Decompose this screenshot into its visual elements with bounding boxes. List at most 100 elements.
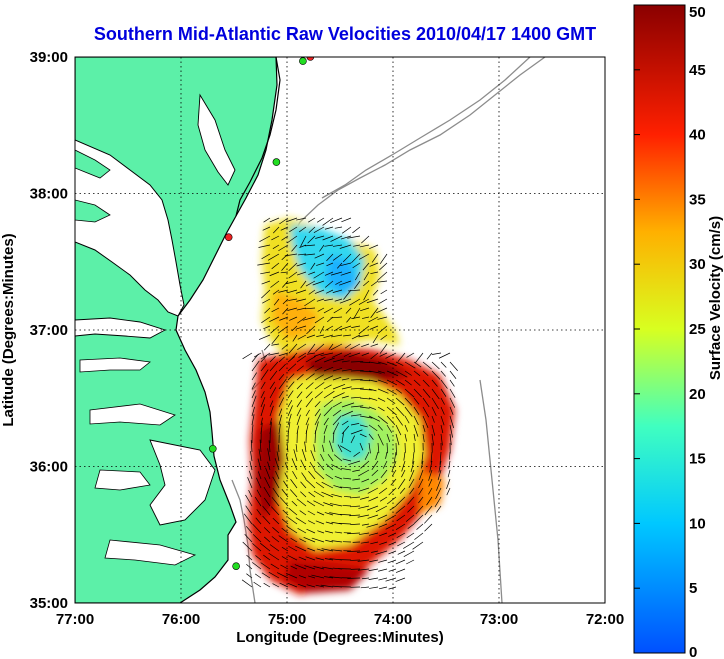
velocity-arrow bbox=[248, 470, 253, 480]
velocity-arrow bbox=[313, 490, 325, 498]
velocity-arrow bbox=[397, 478, 406, 490]
velocity-arrow bbox=[351, 334, 361, 340]
velocity-arrow bbox=[368, 442, 371, 454]
velocity-arrow bbox=[408, 478, 415, 488]
velocity-arrow bbox=[298, 556, 307, 561]
velocity-arrow bbox=[369, 532, 379, 536]
velocity-arrow bbox=[256, 477, 262, 489]
velocity-arrow bbox=[288, 343, 298, 354]
velocity-arrow bbox=[440, 388, 447, 397]
velocity-arrow bbox=[388, 568, 397, 572]
velocity-arrow bbox=[296, 498, 307, 507]
velocity-arrows bbox=[241, 217, 458, 590]
velocity-arrow bbox=[413, 433, 416, 442]
y-tick-label: 37:00 bbox=[30, 322, 68, 339]
velocity-arrow bbox=[388, 541, 397, 546]
x-tick-label: 75:00 bbox=[268, 611, 306, 628]
velocity-arrow bbox=[323, 502, 334, 507]
velocity-arrow bbox=[278, 289, 289, 293]
velocity-arrow bbox=[293, 449, 298, 462]
velocity-arrow bbox=[287, 390, 294, 399]
velocity-arrow bbox=[339, 280, 352, 286]
velocity-arrow bbox=[350, 505, 361, 508]
velocity-arrow bbox=[404, 415, 410, 424]
velocity-arrow bbox=[353, 307, 361, 319]
velocity-arrow bbox=[263, 554, 271, 561]
velocity-arrow bbox=[395, 406, 405, 417]
velocity-arrow bbox=[301, 449, 307, 462]
velocity-arrow bbox=[330, 217, 343, 223]
velocity-arrow bbox=[379, 541, 388, 545]
velocity-arrow bbox=[438, 352, 451, 359]
velocity-arrow bbox=[305, 373, 315, 381]
velocity-arrow bbox=[431, 415, 435, 423]
velocity-arrow bbox=[422, 397, 430, 408]
velocity-arrow bbox=[368, 496, 379, 502]
velocity-arrow bbox=[352, 469, 361, 472]
velocity-arrow bbox=[414, 532, 424, 540]
velocity-arrow bbox=[276, 451, 280, 462]
velocity-arrow bbox=[348, 460, 361, 465]
velocity-arrow bbox=[339, 445, 352, 453]
velocity-arrow bbox=[263, 486, 271, 498]
velocity-arrow bbox=[366, 505, 379, 511]
velocity-arrow bbox=[361, 523, 370, 526]
velocity-arrow bbox=[260, 381, 266, 390]
velocity-arrow bbox=[340, 235, 352, 240]
velocity-arrow bbox=[281, 527, 289, 534]
velocity-arrow bbox=[361, 577, 370, 580]
velocity-arrow bbox=[386, 370, 399, 377]
velocity-arrow bbox=[350, 369, 364, 372]
velocity-arrow bbox=[419, 469, 424, 481]
velocity-arrow bbox=[263, 582, 271, 588]
velocity-arrow bbox=[440, 379, 448, 389]
velocity-arrow bbox=[322, 566, 334, 570]
velocity-arrow bbox=[304, 253, 316, 256]
velocity-arrow bbox=[258, 244, 271, 248]
velocity-arrow bbox=[326, 253, 334, 262]
velocity-arrow bbox=[251, 406, 255, 417]
velocity-arrow bbox=[406, 532, 415, 539]
velocity-arrow bbox=[272, 226, 280, 234]
velocity-arrow bbox=[242, 541, 253, 552]
velocity-arrow bbox=[323, 334, 334, 339]
velocity-arrow bbox=[440, 397, 445, 405]
velocity-arrow bbox=[278, 378, 287, 390]
velocity-arrow bbox=[329, 512, 343, 516]
velocity-arrow bbox=[295, 517, 307, 525]
velocity-arrow bbox=[258, 334, 271, 340]
velocity-arrow bbox=[262, 298, 271, 304]
velocity-arrow bbox=[305, 307, 316, 310]
velocity-arrow bbox=[343, 289, 352, 300]
velocity-arrow bbox=[332, 415, 342, 426]
velocity-arrow bbox=[440, 370, 446, 377]
velocity-arrow bbox=[369, 262, 379, 267]
velocity-arrow bbox=[395, 379, 405, 386]
velocity-arrow bbox=[331, 464, 343, 471]
velocity-arrow bbox=[270, 563, 280, 570]
velocity-arrow bbox=[338, 325, 352, 331]
velocity-arrow bbox=[382, 460, 388, 469]
velocity-arrow bbox=[422, 424, 426, 433]
velocity-arrow bbox=[448, 460, 451, 469]
velocity-arrow bbox=[422, 370, 429, 377]
velocity-arrow bbox=[350, 378, 363, 381]
velocity-arrow bbox=[379, 262, 388, 271]
velocity-arrow bbox=[341, 217, 352, 223]
velocity-arrow bbox=[257, 471, 262, 480]
velocity-arrow bbox=[307, 547, 316, 552]
velocity-arrow bbox=[278, 363, 286, 372]
velocity-arrow bbox=[405, 514, 415, 522]
velocity-arrow bbox=[350, 423, 360, 426]
velocity-arrow bbox=[288, 545, 298, 552]
velocity-arrow bbox=[377, 316, 388, 320]
velocity-arrow bbox=[261, 572, 271, 579]
velocity-arrow bbox=[307, 235, 316, 244]
velocity-arrow bbox=[295, 545, 307, 552]
velocity-arrow bbox=[397, 550, 406, 555]
velocity-arrow bbox=[269, 544, 280, 552]
velocity-arrow bbox=[358, 532, 370, 535]
velocity-arrow bbox=[377, 415, 388, 424]
velocity-arrow bbox=[369, 325, 379, 330]
velocity-arrow bbox=[395, 523, 406, 530]
